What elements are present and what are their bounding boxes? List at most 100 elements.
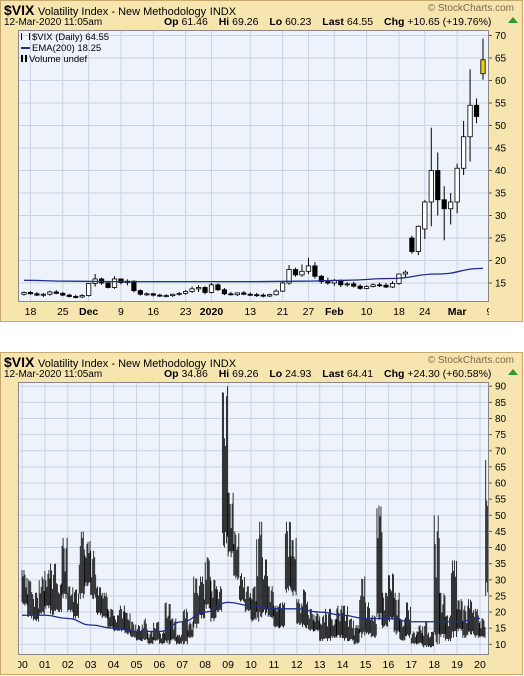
price-bar bbox=[38, 576, 45, 616]
price-bar bbox=[136, 624, 142, 642]
quote-bar: Op 34.86 Hi 69.26 Lo 24.93 Last 64.41 Ch… bbox=[164, 368, 492, 380]
candle bbox=[215, 283, 221, 292]
candle-body bbox=[357, 285, 363, 289]
candle bbox=[144, 292, 150, 297]
price-bar bbox=[170, 618, 177, 642]
candle bbox=[292, 267, 299, 277]
brand-logo[interactable]: © StockCharts.com bbox=[427, 355, 514, 366]
price-bar bbox=[359, 576, 366, 638]
price-bar bbox=[284, 521, 291, 593]
x-tick-label: 08 bbox=[199, 659, 211, 671]
brand-logo[interactable]: © StockCharts.com bbox=[427, 3, 514, 14]
y-tick-label: 65 bbox=[495, 462, 507, 473]
candle-body bbox=[176, 292, 182, 295]
legend: $VIX (Daily) 64.55 EMA(200) 18.25 Volume… bbox=[21, 32, 109, 65]
candle-body bbox=[467, 104, 473, 138]
x-tick-label: 23 bbox=[180, 306, 192, 318]
volume-bars-icon bbox=[21, 55, 27, 62]
price-bar bbox=[347, 618, 354, 642]
candle bbox=[415, 225, 421, 256]
candle-body bbox=[111, 278, 118, 288]
candle bbox=[448, 193, 454, 225]
candle bbox=[273, 289, 279, 296]
ema-line bbox=[23, 267, 484, 283]
price-bar bbox=[33, 592, 39, 622]
x-tick-label: 17 bbox=[405, 659, 417, 671]
price-bar bbox=[267, 586, 274, 619]
candle bbox=[183, 290, 189, 295]
candle bbox=[318, 274, 324, 284]
price-chart-svg bbox=[19, 383, 488, 654]
price-bar bbox=[187, 621, 194, 638]
candle bbox=[396, 273, 402, 285]
low-value: 24.93 bbox=[285, 368, 312, 380]
candle-body bbox=[415, 225, 421, 252]
legend-price: $VIX (Daily) 64.55 bbox=[21, 32, 109, 43]
y-tick-label: 65 bbox=[495, 54, 507, 65]
price-bar bbox=[118, 605, 125, 632]
candle-body bbox=[428, 170, 434, 203]
up-arrow-icon bbox=[508, 369, 518, 375]
candle bbox=[305, 257, 312, 274]
ema-line bbox=[22, 601, 481, 633]
candle-body bbox=[73, 296, 79, 298]
x-tick-label: 01 bbox=[39, 659, 51, 671]
candle-body bbox=[344, 283, 350, 286]
candle bbox=[202, 286, 208, 295]
candle bbox=[60, 292, 66, 297]
x-axis-bottom: 18 25 Dec 9 16 23 2020 13 21 27 Feb 10 18 24 Mar 9 bbox=[25, 306, 489, 318]
candle bbox=[124, 279, 131, 286]
candle bbox=[195, 285, 202, 292]
x-tick-label: 25 bbox=[57, 306, 69, 318]
candle bbox=[279, 281, 286, 292]
price-bar bbox=[61, 537, 68, 600]
y-tick-label: 90 bbox=[495, 382, 507, 393]
candle bbox=[53, 290, 59, 295]
x-tick-label: 15 bbox=[360, 659, 372, 671]
candle bbox=[163, 294, 169, 298]
legend-volume: Volume undef bbox=[21, 54, 109, 65]
x-tick-label: 09 bbox=[222, 659, 234, 671]
price-bar bbox=[416, 624, 423, 645]
price-bar bbox=[210, 579, 217, 622]
change-value: +24.30 (+60.58%) bbox=[407, 368, 492, 380]
y-tick-label: 30 bbox=[495, 211, 507, 222]
x-tick-label: 13 bbox=[314, 659, 326, 671]
y-tick-label: 15 bbox=[495, 624, 507, 635]
price-bar bbox=[78, 531, 85, 600]
candle bbox=[370, 283, 376, 288]
candle bbox=[435, 152, 441, 216]
x-tick-label: 10 bbox=[361, 306, 373, 318]
candle-body bbox=[53, 291, 59, 294]
symbol: $VIX bbox=[4, 354, 35, 370]
price-bar bbox=[336, 605, 343, 638]
y-tick-label: 70 bbox=[495, 31, 507, 42]
candle bbox=[299, 264, 305, 277]
x-tick-label: 2020 bbox=[200, 306, 224, 318]
exchange: INDX bbox=[209, 6, 237, 18]
candle-body bbox=[195, 287, 202, 290]
price-bar bbox=[485, 460, 488, 596]
price-bar bbox=[422, 621, 429, 648]
price-bar bbox=[302, 589, 308, 629]
candle-body bbox=[370, 284, 376, 288]
candle-body bbox=[215, 284, 221, 291]
candle-body bbox=[208, 284, 215, 293]
price-bar bbox=[181, 608, 188, 645]
price-bar bbox=[262, 557, 268, 616]
price-bar bbox=[204, 557, 211, 609]
x-tick-label: 20 bbox=[474, 659, 486, 671]
price-bar bbox=[353, 624, 360, 645]
price-bar bbox=[439, 592, 446, 638]
candle-body bbox=[292, 269, 299, 276]
y-tick-label: 50 bbox=[495, 121, 507, 132]
candle-body bbox=[402, 271, 409, 275]
candle bbox=[150, 292, 156, 297]
candle-body bbox=[422, 201, 428, 230]
candle-body bbox=[273, 290, 279, 296]
x-tick-label: 9 bbox=[118, 306, 124, 318]
candle-body bbox=[454, 167, 460, 203]
candle bbox=[467, 69, 473, 162]
y-axis-right: 10 15 20 25 30 35 40 45 50 55 60 65 70 75 80 85 90 bbox=[489, 382, 507, 651]
price-bar bbox=[456, 599, 463, 632]
